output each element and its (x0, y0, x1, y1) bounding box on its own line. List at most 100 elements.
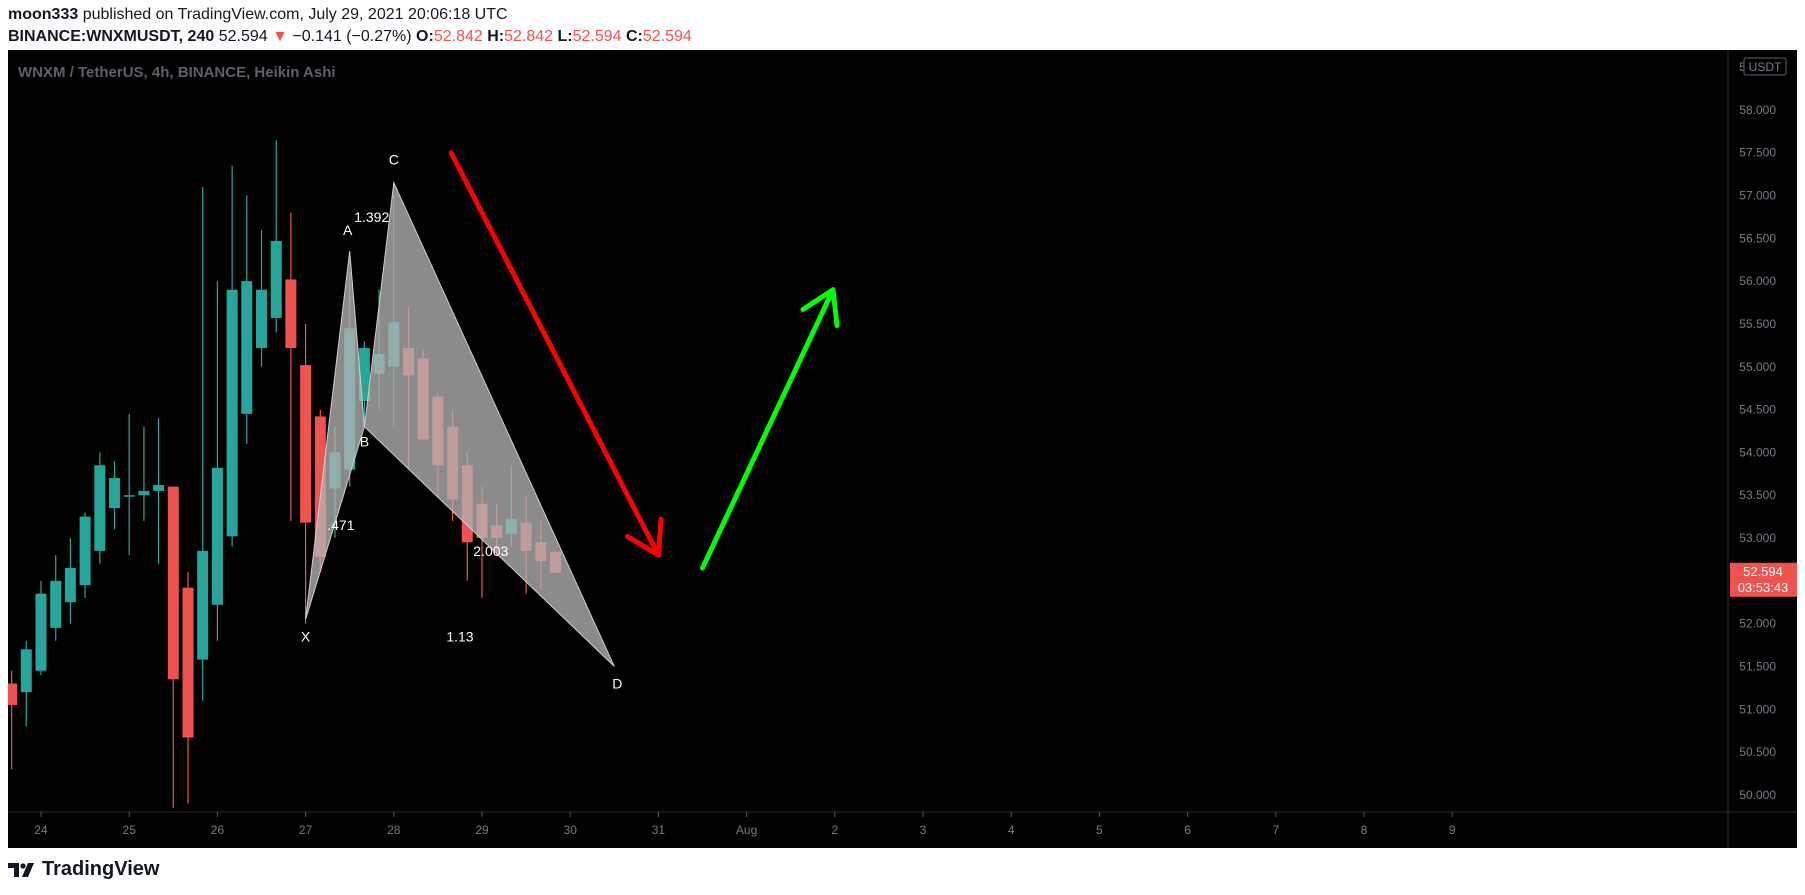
time-tick-label: 25 (123, 823, 137, 837)
price-tick-label: 55.500 (1739, 317, 1776, 331)
candle-body (94, 465, 106, 551)
candle-body (197, 550, 209, 660)
price-tick-label: 50.000 (1739, 788, 1776, 802)
arrows-layer[interactable] (448, 150, 840, 571)
candle-body (314, 416, 326, 557)
time-tick-label: Aug (736, 823, 757, 837)
publish-info: moon333 published on TradingView.com, Ju… (8, 6, 508, 24)
currency-badge (1743, 57, 1787, 76)
price-tick-label: 56.500 (1739, 231, 1776, 245)
candle-body (79, 516, 91, 586)
candle-body (167, 486, 179, 680)
last-price-box (1730, 562, 1797, 597)
time-tick-label: 27 (299, 823, 313, 837)
time-tick-label: 5 (1096, 823, 1103, 837)
candle-body (211, 467, 223, 605)
arrow-head-up (800, 287, 840, 329)
time-tick-label: 8 (1361, 823, 1368, 837)
candle-body (8, 683, 18, 705)
ohlc-legend: BINANCE:WNXMUSDT, 240 52.594 ▼ −0.141 (−… (8, 28, 692, 46)
pattern-point-label: A (343, 222, 353, 238)
trend-arrow-up[interactable] (700, 287, 836, 571)
price-tick-label: 53.500 (1739, 488, 1776, 502)
footer-brand: TradingView (42, 858, 160, 880)
arrow-head-down (625, 516, 664, 558)
candle-body (153, 484, 165, 491)
candle-body (182, 587, 194, 738)
time-tick-label: 2 (831, 823, 838, 837)
price-tick-label: 52.000 (1739, 617, 1776, 631)
time-tick-label: 26 (211, 823, 225, 837)
candle-body (123, 495, 135, 497)
time-tick-label: 30 (564, 823, 578, 837)
price-tick-label: 50.500 (1739, 745, 1776, 759)
candle-body (64, 567, 76, 603)
chart-title: WNXM / TetherUS, 4h, BINANCE, Heikin Ash… (18, 64, 336, 81)
footer-logo[interactable]: TradingView (8, 858, 159, 881)
price-tick-label: 56.000 (1739, 274, 1776, 288)
symbol-label: BINANCE:WNXMUSDT, 240 (8, 28, 215, 45)
price-tick-label: 55.000 (1739, 360, 1776, 374)
price-tick-label: 57.500 (1739, 146, 1776, 160)
price-tick-label: 57.000 (1739, 189, 1776, 203)
time-tick-label: 4 (1008, 823, 1015, 837)
pattern-point-label: C (389, 152, 399, 168)
candle-body (270, 240, 282, 318)
pattern-ratio-label: .471 (327, 517, 354, 533)
close-value: 52.594 (642, 28, 692, 45)
countdown-label: 03:53:43 (1738, 580, 1789, 595)
price-change: −0.141 (−0.27%) (292, 28, 412, 45)
pattern-ratio-label: 1.13 (446, 628, 473, 644)
candle-body (256, 289, 267, 348)
time-tick-label: 3 (920, 823, 927, 837)
time-tick-label: 6 (1184, 823, 1191, 837)
candle-body (35, 593, 47, 671)
pattern-xab-triangle (305, 251, 365, 620)
pattern-point-label: X (301, 628, 311, 644)
candle-body (358, 347, 370, 402)
open-value: 52.842 (433, 28, 483, 45)
low-label: L: (557, 28, 573, 45)
time-tick-label: 9 (1449, 823, 1456, 837)
candle-body (20, 649, 32, 693)
pattern-ratio-label: 2.003 (473, 543, 508, 559)
low-value: 52.594 (572, 28, 622, 45)
trend-arrow-down[interactable] (448, 150, 661, 558)
price-tick-label: 58.000 (1739, 103, 1776, 117)
publish-text: published on TradingView.com, July 29, 2… (82, 6, 508, 23)
candle-body (241, 281, 253, 414)
price-tick-label: 53.000 (1739, 531, 1776, 545)
candle-body (138, 490, 150, 496)
open-label: O: (416, 28, 434, 45)
pattern-ratio-label: 1.392 (354, 209, 389, 225)
time-tick-label: 31 (652, 823, 666, 837)
harmonic-pattern[interactable]: X A B C D .471 1.392 2.003 1.13 (301, 152, 622, 692)
high-label: H: (487, 28, 505, 45)
time-tick-label: 29 (475, 823, 489, 837)
down-triangle-icon: ▼ (272, 28, 288, 45)
price-chart[interactable]: X A B C D .471 1.392 2.003 1.13 WNXM / TetherUS,… (8, 50, 1797, 848)
candle-body (108, 478, 120, 509)
currency-label: USDT (1749, 60, 1782, 74)
time-tick-label: 28 (387, 823, 401, 837)
price-tick-label: 54.000 (1739, 445, 1776, 459)
time-tick-label: 24 (34, 823, 48, 837)
last-price-marker: 52.594 03:53:43 (1730, 562, 1797, 597)
candle-body (300, 365, 312, 523)
pattern-point-label: B (360, 434, 369, 450)
candle-body (50, 580, 62, 628)
time-tick-label: 7 (1272, 823, 1279, 837)
price-tick-label: 51.500 (1739, 659, 1776, 673)
price-tick-label: 54.500 (1739, 403, 1776, 417)
last-price-label: 52.594 (1743, 564, 1783, 579)
close-label: C: (626, 28, 643, 45)
author-name[interactable]: moon333 (8, 6, 79, 23)
candle-body (226, 289, 238, 537)
price-tick-label: 51.000 (1739, 702, 1776, 716)
tradingview-logo-icon (8, 862, 34, 877)
pattern-point-label: D (612, 675, 622, 691)
pattern-bcd-triangle (363, 180, 615, 667)
candle-body (285, 279, 297, 348)
time-axis[interactable]: 24 25 26 27 28 29 30 31 Aug 2 3 4 5 6 7 8 9 (34, 812, 1456, 837)
last-price: 52.594 (218, 28, 268, 45)
